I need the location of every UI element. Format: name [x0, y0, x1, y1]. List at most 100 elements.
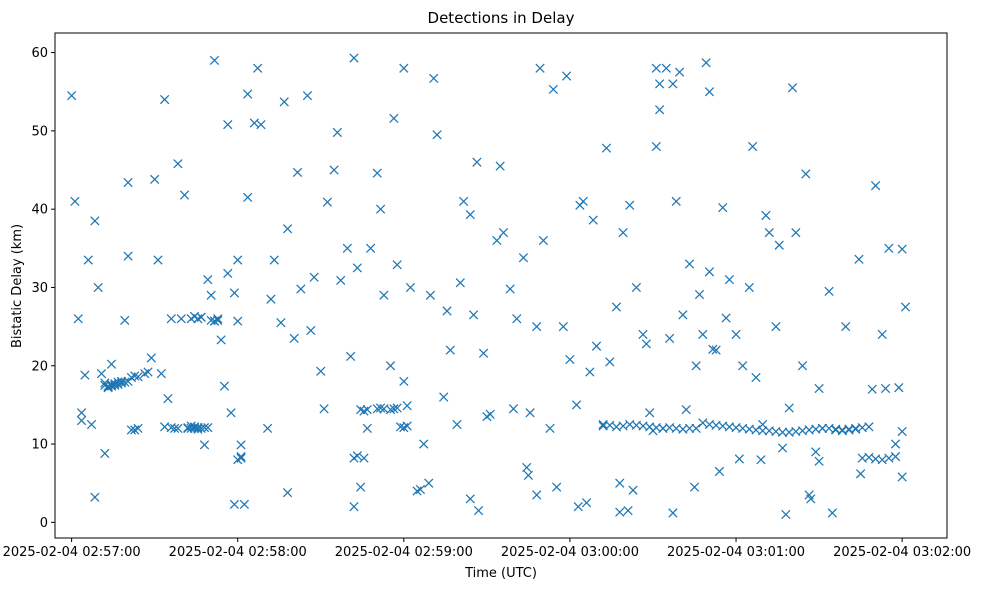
data-point: [415, 484, 426, 495]
data-point: [282, 224, 293, 234]
y-tick-label: 40: [31, 203, 48, 218]
data-point: [512, 314, 522, 324]
data-point: [399, 376, 409, 387]
data-point: [855, 469, 866, 479]
data-point: [243, 192, 253, 203]
x-tick-label: 2025-02-04 02:58:00: [169, 545, 307, 560]
data-point: [150, 174, 160, 185]
data-point: [455, 278, 465, 288]
data-point: [841, 321, 851, 332]
data-point: [522, 462, 532, 473]
data-point: [219, 381, 230, 391]
data-point: [93, 282, 103, 293]
data-point: [698, 329, 708, 340]
data-point: [701, 58, 711, 68]
data-point: [689, 482, 700, 492]
data-point: [375, 204, 386, 214]
data-point: [694, 289, 705, 300]
data-point: [405, 282, 416, 293]
x-tick-label: 2025-02-04 02:57:00: [3, 545, 141, 560]
data-point: [362, 404, 372, 415]
data-point: [495, 161, 505, 171]
data-point: [654, 79, 665, 89]
data-point: [465, 210, 475, 220]
data-point: [867, 384, 877, 394]
data-point: [724, 274, 735, 285]
data-point: [671, 196, 681, 206]
data-point: [585, 367, 595, 377]
data-point: [355, 482, 366, 492]
data-point: [625, 200, 635, 210]
data-point: [651, 63, 661, 73]
data-point: [575, 200, 585, 210]
data-point: [714, 466, 725, 477]
data-point: [83, 255, 93, 265]
data-point: [781, 509, 791, 520]
data-point: [239, 499, 250, 509]
x-tick-label: 2025-02-04 03:01:00: [667, 545, 805, 560]
data-point: [854, 254, 864, 264]
data-point: [292, 167, 303, 178]
data-point: [523, 470, 534, 481]
data-point: [106, 359, 117, 369]
data-point: [173, 159, 183, 169]
data-point: [424, 478, 434, 488]
data-point: [392, 260, 402, 270]
data-point: [784, 403, 794, 413]
data-point: [452, 419, 462, 430]
data-point: [535, 63, 545, 73]
data-point: [213, 315, 223, 325]
data-point: [445, 345, 455, 355]
data-point: [196, 312, 206, 322]
data-point: [322, 197, 333, 207]
data-point: [744, 282, 754, 293]
data-point: [601, 143, 612, 153]
data-point: [432, 130, 442, 140]
data-point: [573, 502, 583, 512]
data-point: [877, 329, 887, 340]
data-point: [385, 361, 396, 371]
data-point: [748, 141, 758, 152]
data-point: [173, 423, 183, 434]
data-point: [764, 228, 774, 238]
data-point: [708, 344, 718, 354]
data-point: [561, 71, 572, 81]
data-point: [615, 478, 625, 488]
data-point: [76, 408, 87, 418]
data-point: [611, 302, 622, 312]
data-point: [206, 290, 216, 300]
data-point: [552, 482, 562, 492]
y-tick-label: 10: [31, 438, 48, 453]
data-point: [618, 228, 628, 238]
data-point: [814, 456, 824, 466]
data-point: [721, 313, 731, 323]
data-point: [80, 370, 90, 380]
data-point: [282, 487, 293, 498]
data-point: [216, 335, 226, 345]
data-point: [279, 97, 289, 107]
data-point: [389, 113, 399, 123]
data-point: [123, 251, 133, 261]
data-point: [262, 423, 273, 434]
data-point: [482, 412, 492, 422]
data-point: [791, 228, 801, 238]
data-point: [399, 63, 409, 73]
data-point: [664, 333, 675, 343]
data-point: [801, 169, 811, 179]
data-point: [352, 263, 362, 273]
data-point: [365, 243, 376, 253]
data-point: [458, 196, 469, 206]
data-point: [684, 423, 695, 434]
data-point: [827, 508, 838, 518]
data-point: [319, 404, 329, 414]
data-point: [870, 181, 881, 191]
data-point: [718, 202, 728, 213]
tick-labels: 2025-02-04 02:57:00 2025-02-04 02:58:00 20…: [3, 46, 972, 560]
data-point: [518, 253, 529, 263]
data-point: [465, 494, 475, 504]
data-point: [678, 310, 688, 320]
data-point: [674, 67, 685, 77]
data-point: [738, 361, 748, 371]
data-point: [880, 383, 891, 394]
data-point: [654, 105, 665, 115]
